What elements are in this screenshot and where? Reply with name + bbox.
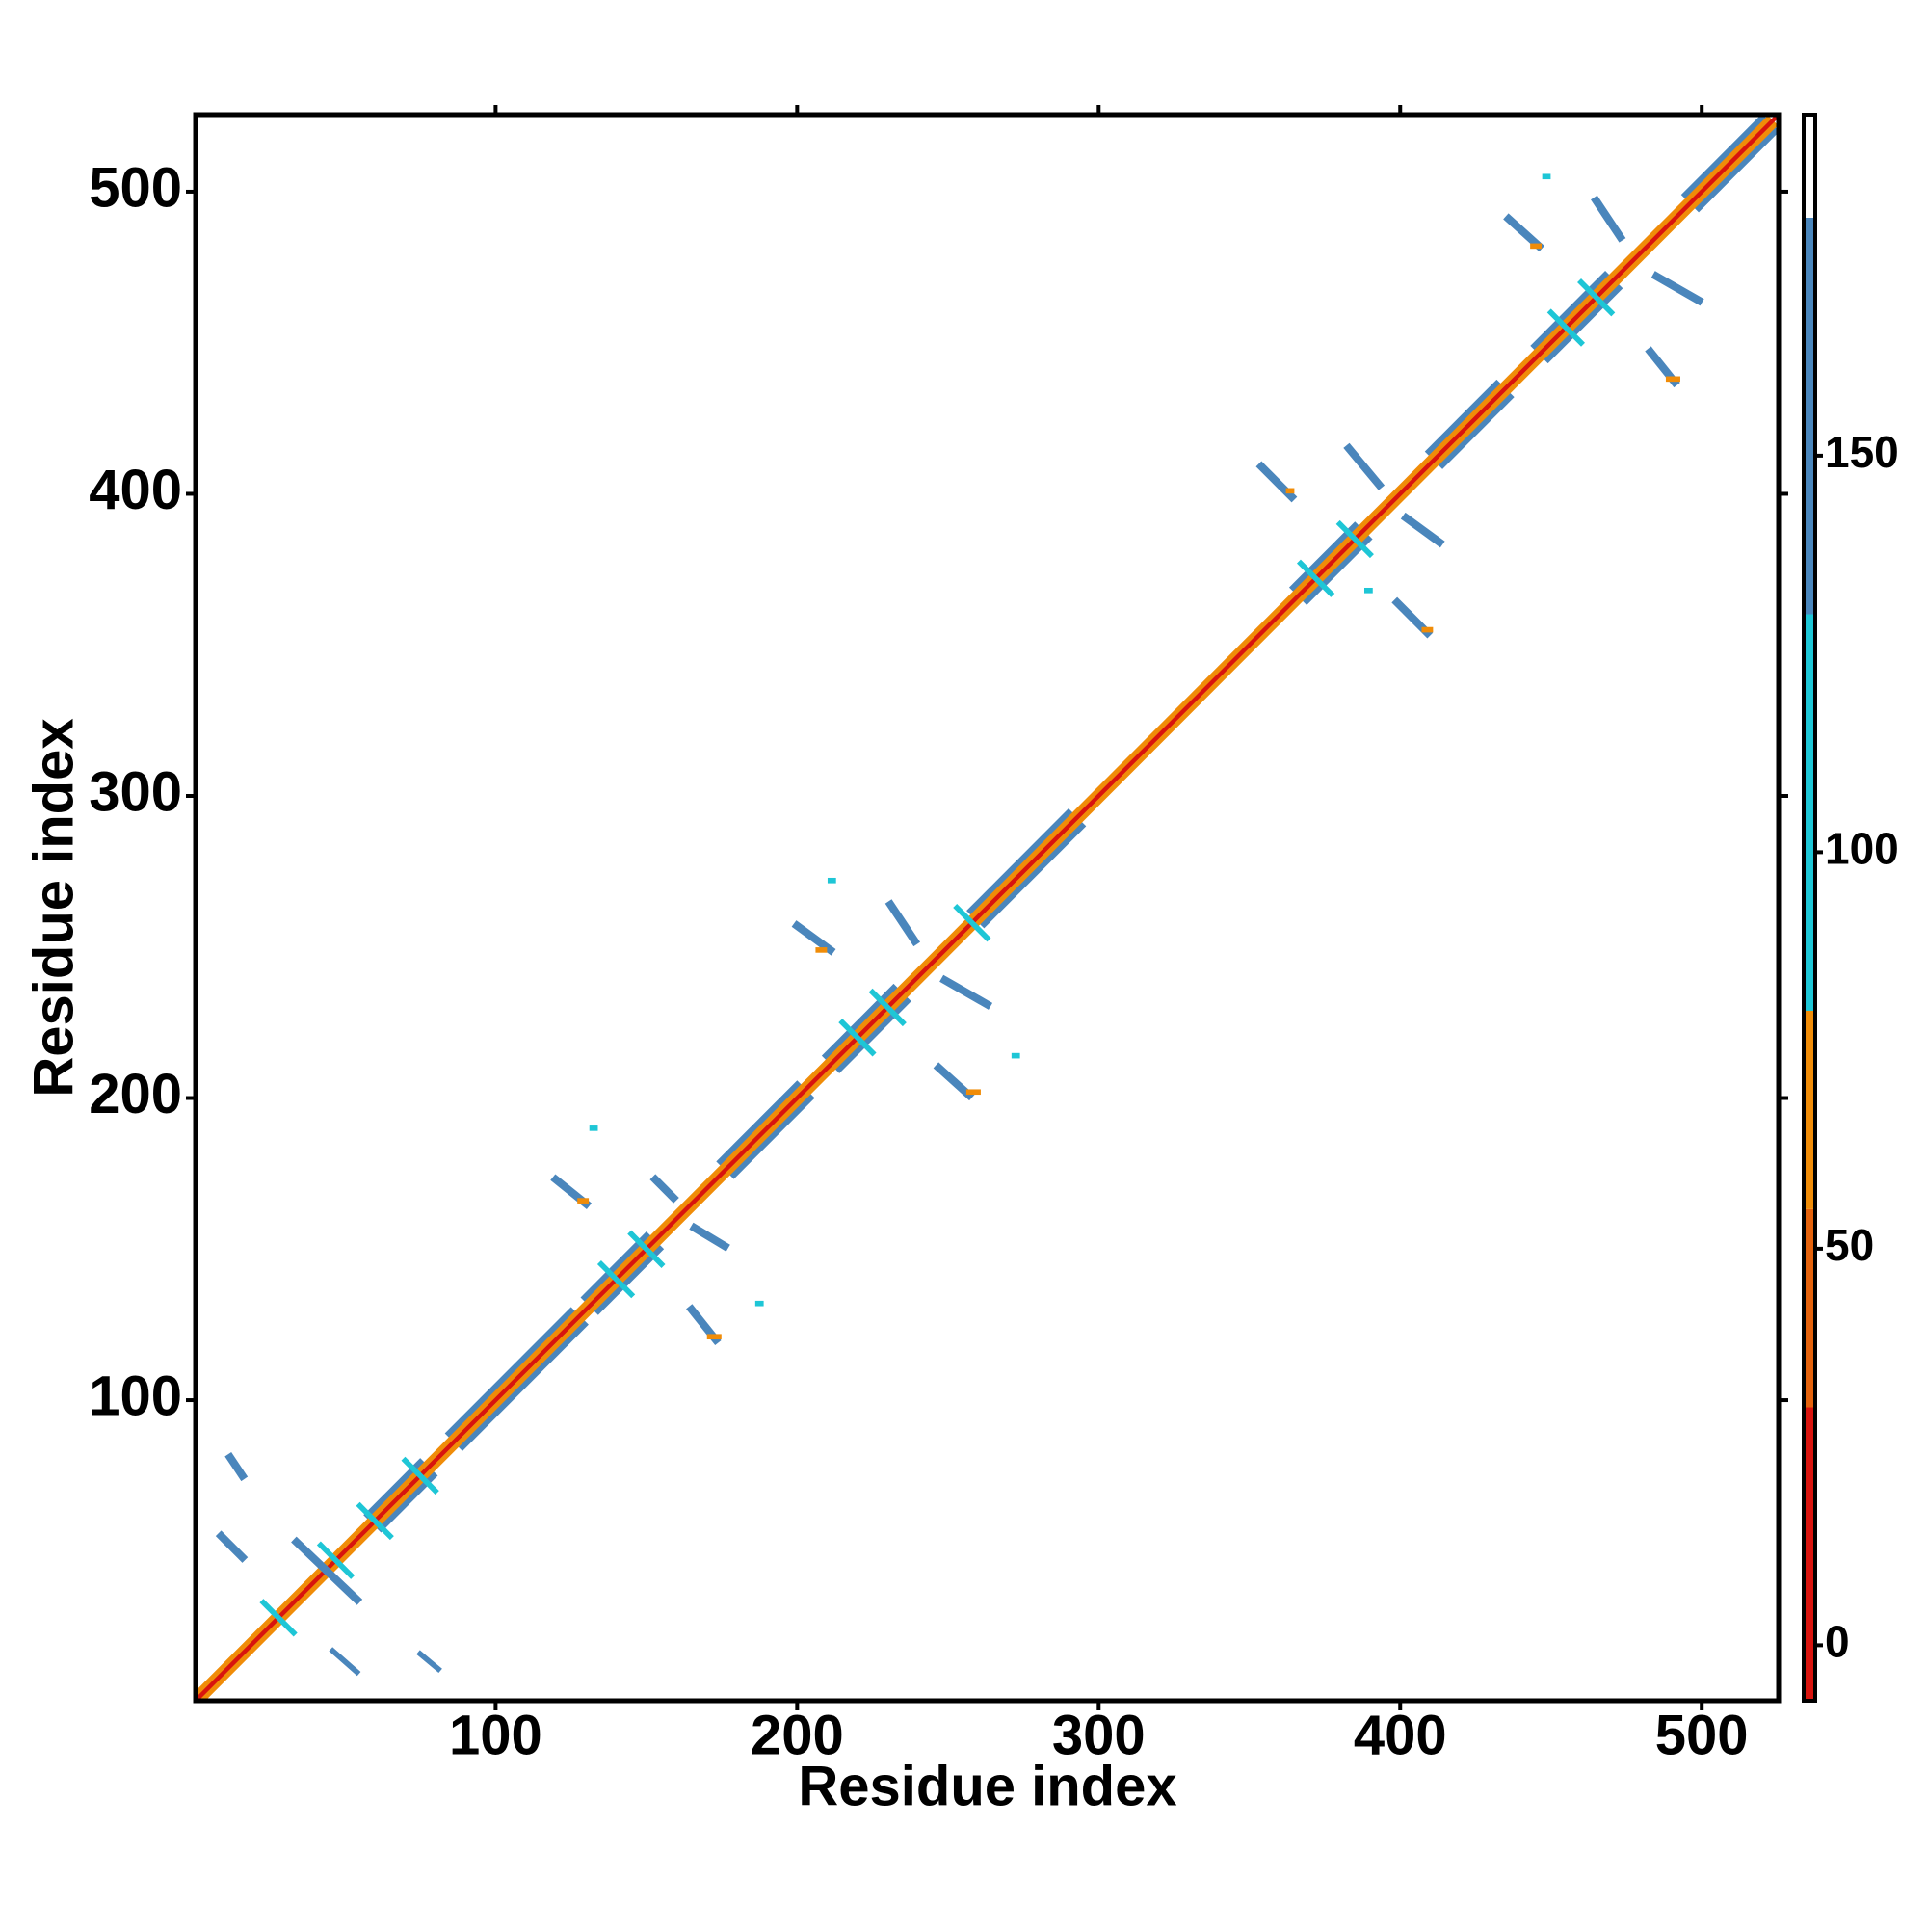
contact-cell [316, 1541, 356, 1579]
contact-cell [363, 1458, 426, 1521]
contact-cell [978, 820, 1087, 929]
contact-cell [196, 115, 1779, 1701]
contact-cell [1680, 115, 1768, 200]
plot-frame [193, 112, 1782, 1704]
contact-cell [1693, 125, 1779, 213]
contact-cell [580, 1231, 652, 1304]
contact-cell [1437, 391, 1515, 469]
contact-cell [627, 1230, 666, 1268]
colorbar-frame [1802, 113, 1817, 1703]
heatmap-cells [196, 115, 1779, 1701]
contact-cell [375, 1469, 438, 1533]
contact-cell [1542, 282, 1623, 364]
contact-cell [1400, 512, 1445, 548]
contact-cell [1343, 442, 1386, 490]
contact-cell [1530, 270, 1611, 352]
x-axis-label: Residue index [798, 1755, 1176, 1817]
colorbar-tick-label: 150 [1825, 427, 1899, 477]
contact-cell [1288, 521, 1361, 594]
colorbar-segment [1804, 115, 1815, 218]
y-tick-label: 400 [89, 459, 182, 521]
contact-cell [444, 1307, 577, 1440]
contact-cell [1577, 278, 1616, 317]
contact-cell [1296, 559, 1335, 597]
contact-cell [1424, 379, 1503, 458]
contact-cell [868, 988, 907, 1027]
colorbar-tick-label: 50 [1825, 1220, 1874, 1270]
contact-cell [1546, 308, 1585, 347]
y-tick-label: 300 [89, 760, 182, 823]
contact-cell [1335, 519, 1374, 559]
contact-cell [939, 974, 993, 1010]
y-tick-label: 100 [89, 1364, 182, 1427]
contact-cell [1650, 271, 1704, 306]
contact-cell [259, 1599, 298, 1637]
contact-cell [1503, 213, 1544, 252]
contact-cell [593, 1243, 665, 1315]
y-tick-label: 500 [89, 156, 182, 219]
colorbar-segment [1804, 217, 1815, 615]
contact-cell [416, 1650, 442, 1674]
contact-cell [689, 1222, 730, 1252]
contact-cell [596, 1259, 636, 1299]
x-tick-label: 100 [449, 1704, 542, 1766]
contact-cell [196, 115, 1773, 1698]
contact-cell [727, 1092, 815, 1179]
contact-cell [953, 904, 991, 942]
contact-cell [457, 1318, 589, 1451]
colorbar-tick-label: 0 [1825, 1617, 1850, 1667]
contact-cell [224, 1451, 249, 1482]
contact-cell [329, 1647, 361, 1677]
colorbar-segment [1804, 614, 1815, 1011]
contact-cell [291, 1536, 363, 1605]
colorbar-segment [1804, 1010, 1815, 1209]
contact-cell [215, 1530, 249, 1563]
y-axis-label: Residue index [22, 718, 85, 1097]
contact-cell [791, 920, 836, 956]
contact-cell [966, 808, 1074, 916]
contact-cell [933, 1062, 975, 1101]
contact-cell [198, 120, 1779, 1701]
y-tick-label: 200 [89, 1063, 182, 1125]
contact-cell [884, 899, 921, 947]
colorbar-tick-label: 100 [1825, 824, 1899, 874]
x-tick-label: 500 [1655, 1704, 1749, 1766]
colorbar-segment [1804, 1407, 1815, 1701]
x-tick-label: 400 [1354, 1704, 1447, 1766]
contact-cell [1301, 533, 1373, 605]
contact-cell [838, 1019, 877, 1057]
contact-cell [716, 1080, 804, 1168]
x-tick-label: 300 [1052, 1704, 1146, 1766]
contact-cell [356, 1501, 394, 1541]
contact-cell [1591, 195, 1626, 243]
colorbar-segment [1804, 1208, 1815, 1408]
x-tick-label: 200 [751, 1704, 844, 1766]
contact-cell [649, 1174, 679, 1204]
contact-cell [401, 1456, 439, 1495]
